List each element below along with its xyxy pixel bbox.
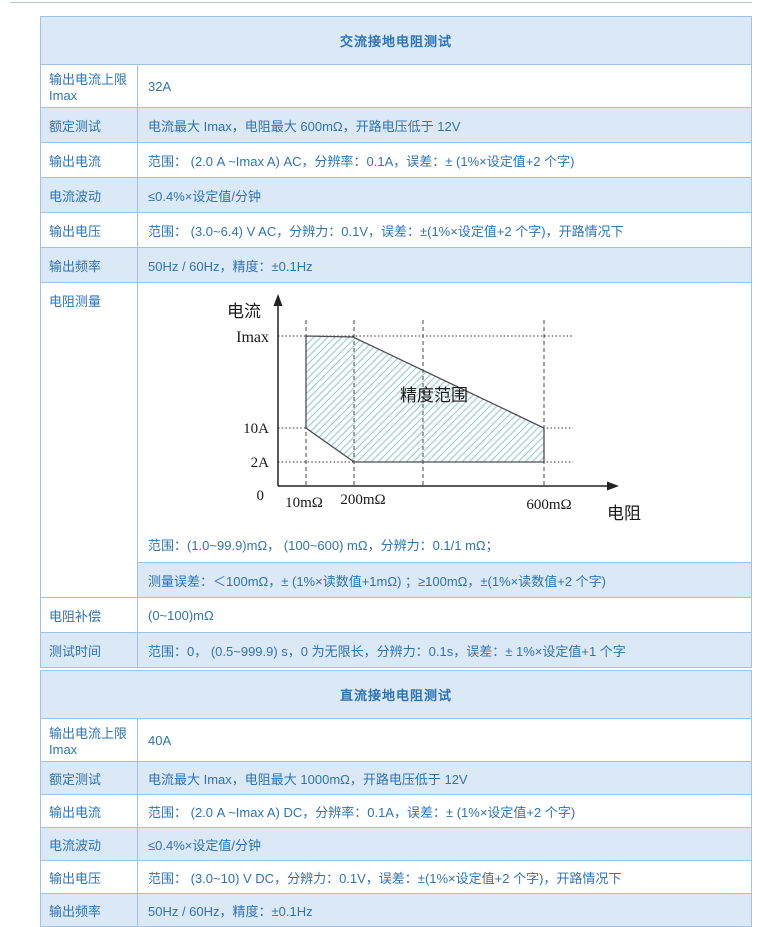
- y-axis-label: 电流: [227, 302, 261, 321]
- section-header-row: 交流接地电阻测试: [40, 16, 752, 65]
- row-value: 测量误差：＜100mΩ，± (1%×读数值+1mΩ) ；≥100mΩ，±(1%×…: [137, 562, 752, 598]
- region-label: 精度范围: [400, 386, 468, 405]
- table-row: 输出电流 范围： (2.0 A ~Imax A) AC，分辨率：0.1A，误差：…: [40, 142, 752, 178]
- row-value: 范围：0， (0.5~999.9) s，0 为无限长，分辨力：0.1s，误差：±…: [137, 632, 752, 668]
- row-label: 输出电压: [40, 212, 138, 248]
- section-header-row: 直流接地电阻测试: [40, 670, 752, 719]
- row-value: 电流最大 Imax，电阻最大 600mΩ，开路电压低于 12V: [137, 107, 752, 143]
- y-tick-imax: Imax: [236, 329, 269, 346]
- table-row: 额定测试 电流最大 Imax，电阻最大 600mΩ，开路电压低于 12V: [40, 107, 752, 143]
- row-value: 电流最大 Imax，电阻最大 1000mΩ，开路电压低于 12V: [137, 761, 752, 795]
- row-label: 输出电流上限 Imax: [40, 718, 138, 762]
- y-tick-10a: 10A: [243, 421, 269, 437]
- table-row: 输出电压 范围： (3.0~6.4) V AC，分辨力：0.1V，误差：±(1%…: [40, 212, 752, 248]
- chart-cell: 电流 Imax 10A 2A 0 10mΩ 200mΩ 600mΩ 电阻 精度范…: [137, 282, 752, 563]
- row-value: 范围： (2.0 A ~Imax A) DC，分辨率：0.1A，误差：± (1%…: [137, 794, 752, 828]
- row-label: 输出电流上限 Imax: [40, 64, 138, 108]
- row-label: 额定测试: [40, 761, 138, 795]
- row-label: 输出电流: [40, 142, 138, 178]
- table-row: 输出电流上限 Imax 32A: [40, 64, 752, 108]
- table-row: 测试时间 范围：0， (0.5~999.9) s，0 为无限长，分辨力：0.1s…: [40, 632, 752, 668]
- spec-sheet: 交流接地电阻测试 输出电流上限 Imax 32A 额定测试 电流最大 Imax，…: [40, 16, 752, 927]
- row-label: 电阻补偿: [40, 597, 138, 633]
- row-label: 电流波动: [40, 827, 138, 861]
- ac-spec-table: 交流接地电阻测试 输出电流上限 Imax 32A 额定测试 电流最大 Imax，…: [40, 16, 752, 668]
- row-value: 50Hz / 60Hz，精度：±0.1Hz: [137, 247, 752, 283]
- row-label: 输出频率: [40, 247, 138, 283]
- accuracy-range-chart: 电流 Imax 10A 2A 0 10mΩ 200mΩ 600mΩ 电阻 精度范…: [227, 294, 641, 523]
- row-label: 电阻测量: [40, 282, 138, 598]
- section-title-ac: 交流接地电阻测试: [40, 16, 752, 65]
- row-value: 50Hz / 60Hz，精度：±0.1Hz: [137, 893, 752, 927]
- x-tick-200mohm: 200mΩ: [340, 492, 385, 508]
- table-row: 额定测试 电流最大 Imax，电阻最大 1000mΩ，开路电压低于 12V: [40, 761, 752, 795]
- row-value: 40A: [137, 718, 752, 762]
- row-value: ≤0.4%×设定值/分钟: [137, 827, 752, 861]
- table-row: 电流波动 ≤0.4%×设定值/分钟: [40, 827, 752, 861]
- table-row-measure-error: 测量误差：＜100mΩ，± (1%×读数值+1mΩ) ；≥100mΩ，±(1%×…: [40, 562, 752, 598]
- row-value: 范围： (3.0~10) V DC，分辨力：0.1V，误差：±(1%×设定值+2…: [137, 860, 752, 894]
- resistance-range-text: 范围：(1.0~99.9)mΩ， (100~600) mΩ，分辨力：0.1/1 …: [148, 538, 499, 553]
- x-tick-10mohm: 10mΩ: [285, 495, 323, 511]
- y-tick-2a: 2A: [251, 455, 270, 471]
- table-row: 电流波动 ≤0.4%×设定值/分钟: [40, 177, 752, 213]
- row-label: 输出电流: [40, 794, 138, 828]
- dc-spec-table: 直流接地电阻测试 输出电流上限 Imax 40A 额定测试 电流最大 Imax，…: [40, 670, 752, 927]
- row-value: 范围： (2.0 A ~Imax A) AC，分辨率：0.1A，误差：± (1%…: [137, 142, 752, 178]
- y-axis-arrow-icon: [273, 294, 283, 306]
- row-label: 输出电压: [40, 860, 138, 894]
- section-title-dc: 直流接地电阻测试: [40, 670, 752, 719]
- row-label: 电流波动: [40, 177, 138, 213]
- x-axis-arrow-icon: [607, 481, 619, 491]
- x-axis-label: 电阻: [607, 504, 641, 523]
- x-tick-600mohm: 600mΩ: [526, 497, 571, 513]
- row-value: 32A: [137, 64, 752, 108]
- table-row: 输出频率 50Hz / 60Hz，精度：±0.1Hz: [40, 247, 752, 283]
- table-row: 电阻补偿 (0~100)mΩ: [40, 597, 752, 633]
- y-tick-zero: 0: [257, 488, 265, 504]
- row-value: 范围： (3.0~6.4) V AC，分辨力：0.1V，误差：±(1%×设定值+…: [137, 212, 752, 248]
- accuracy-region: [305, 335, 545, 463]
- table-row: 输出电压 范围： (3.0~10) V DC，分辨力：0.1V，误差：±(1%×…: [40, 860, 752, 894]
- row-label: 额定测试: [40, 107, 138, 143]
- page-top-divider: [10, 2, 752, 3]
- table-row: 输出电流上限 Imax 40A: [40, 718, 752, 762]
- row-value: (0~100)mΩ: [137, 597, 752, 633]
- table-row: 输出频率 50Hz / 60Hz，精度：±0.1Hz: [40, 893, 752, 927]
- table-row-resistance-measure: 电阻测量: [40, 282, 752, 598]
- table-row: 输出电流 范围： (2.0 A ~Imax A) DC，分辨率：0.1A，误差：…: [40, 794, 752, 828]
- row-label: 输出频率: [40, 893, 138, 927]
- row-label: 测试时间: [40, 632, 138, 668]
- row-value: ≤0.4%×设定值/分钟: [137, 177, 752, 213]
